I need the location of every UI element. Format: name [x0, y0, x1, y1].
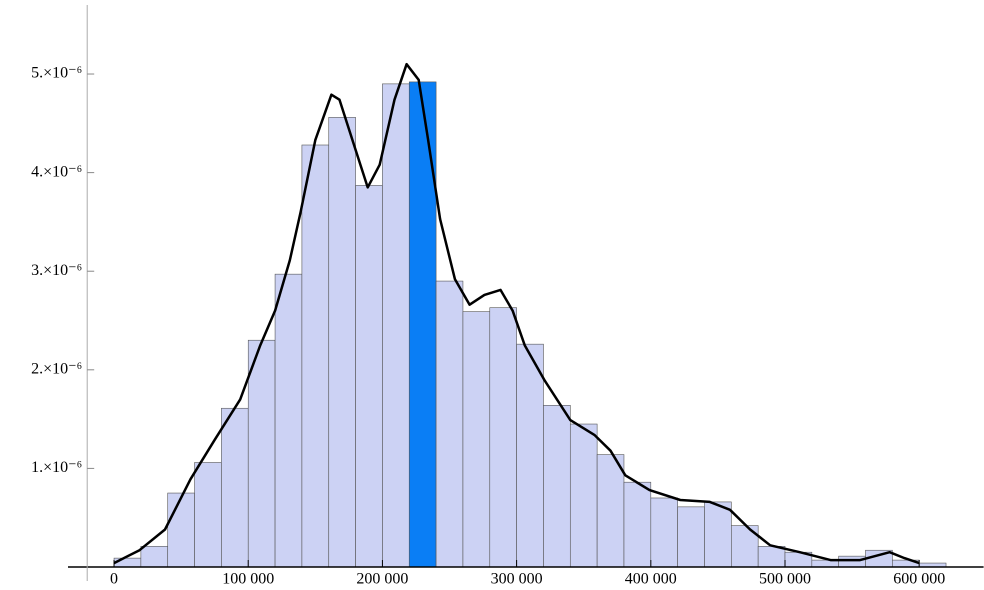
- histogram-bar: [838, 555, 866, 568]
- histogram-bar: [757, 545, 786, 568]
- histogram-bar: [650, 497, 678, 568]
- histogram-bar: [677, 506, 705, 568]
- y-tick-label: 5.×10⁻⁶: [31, 65, 82, 82]
- histogram-bar: [489, 307, 517, 568]
- y-tick-label: 2.×10⁻⁶: [31, 360, 82, 377]
- x-tick-label: 600 000: [893, 571, 945, 588]
- histogram-bar: [140, 545, 169, 568]
- x-tick-label: 200 000: [356, 571, 408, 588]
- histogram-bar: [221, 407, 249, 568]
- histogram-bar: [543, 405, 571, 568]
- histogram-bar: [328, 117, 356, 568]
- histogram-bar: [247, 339, 276, 568]
- histogram-bar: [516, 343, 544, 568]
- histogram-bar: [462, 311, 491, 568]
- histogram-bar: [167, 492, 195, 568]
- histogram-bar: [113, 557, 142, 568]
- density-curve: [113, 62, 920, 565]
- histogram-bar: [274, 273, 303, 568]
- y-tick-label: 3.×10⁻⁶: [31, 262, 82, 279]
- histogram-bar: [408, 81, 437, 568]
- x-tick-label: 500 000: [759, 571, 811, 588]
- histogram-bar: [704, 501, 732, 568]
- histogram-bar: [569, 423, 598, 568]
- x-tick-label: 300 000: [491, 571, 543, 588]
- x-tick-label: 400 000: [625, 571, 677, 588]
- y-tick-label: 1.×10⁻⁶: [31, 459, 82, 476]
- histogram-bar: [194, 462, 222, 568]
- histogram-bar: [435, 280, 464, 568]
- histogram-bar: [382, 83, 410, 568]
- x-tick-label: 0: [110, 571, 118, 588]
- histogram-bar: [301, 144, 330, 568]
- y-tick-label: 4.×10⁻⁶: [31, 163, 82, 180]
- histogram-bar: [596, 454, 625, 568]
- histogram-bar: [623, 481, 652, 568]
- histogram-bar: [355, 185, 383, 568]
- x-tick-label: 100 000: [222, 571, 274, 588]
